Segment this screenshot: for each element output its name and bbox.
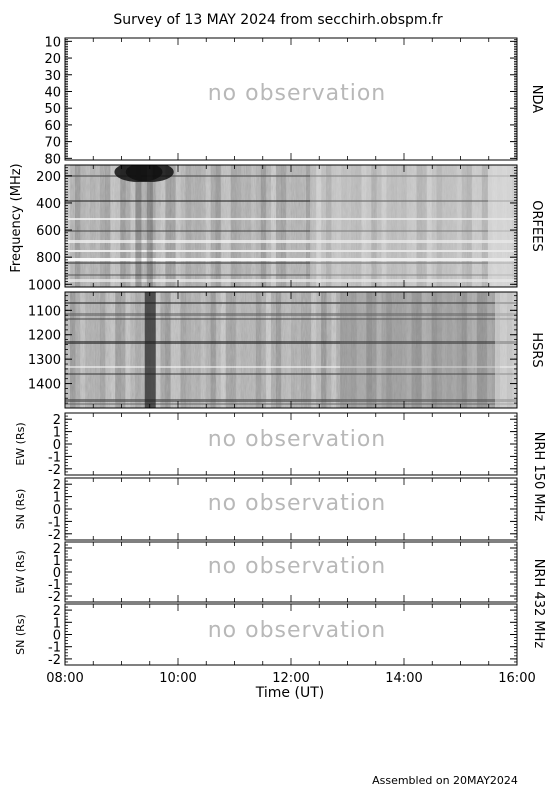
nrh150ew-ytick-label: -2 [48, 463, 61, 478]
xtick-label: 12:00 [272, 671, 309, 686]
nda-ytick-label: 70 [44, 136, 61, 151]
nrh432ew-ytick-label: 0 [53, 566, 61, 581]
hsrs-ytick-label: 1200 [28, 329, 61, 344]
xtick-label: 08:00 [46, 671, 83, 686]
hsrs-burst-column [144, 292, 156, 408]
nda-ytick-label: 30 [44, 69, 61, 84]
hsrs-ytick-label: 1400 [28, 378, 61, 393]
nda-no-observation: no observation [208, 81, 387, 106]
x-axis-label: Time (UT) [255, 685, 324, 701]
nrh432sn-ytick-label: 1 [53, 616, 61, 631]
nrh150ew-ylabel: EW (Rs) [14, 422, 27, 465]
orfees-burst-column [146, 165, 153, 287]
nrh150sn-ytick-label: 0 [53, 503, 61, 518]
nrh150sn-ytick-label: -1 [48, 515, 61, 530]
nda-ytick-label: 50 [44, 102, 61, 117]
footer-assembled: Assembled on 20MAY2024 [372, 774, 518, 787]
nrh-group-label: NRH 150 MHz [531, 432, 546, 522]
xtick-label: 10:00 [159, 671, 196, 686]
orfees-ytick-label: 1000 [28, 278, 61, 293]
chart-title: Survey of 13 MAY 2024 from secchirh.obsp… [113, 12, 443, 28]
xtick-label: 16:00 [498, 671, 535, 686]
nrh150ew-ytick-label: 1 [53, 426, 61, 441]
nrh432sn-ylabel: SN (Rs) [14, 614, 27, 655]
orfees-ytick-label: 800 [36, 251, 61, 266]
orfees-burst-mark [125, 165, 174, 182]
nda-ytick-label: 20 [44, 52, 61, 67]
frequency-axis-label: Frequency (MHz) [9, 163, 24, 272]
nrh432sn-ytick-label: 2 [53, 604, 61, 619]
nrh432ew-ylabel: EW (Rs) [14, 550, 27, 593]
orfees-ytick-label: 400 [36, 197, 61, 212]
nrh432ew-ytick-label: -2 [48, 590, 61, 605]
nrh150sn-ytick-label: -2 [48, 528, 61, 543]
nda-ytick-label: 60 [44, 119, 61, 134]
orfees-name-label: ORFEES [529, 200, 544, 251]
nrh432ew-ytick-label: -1 [48, 578, 61, 593]
nrh432ew-ytick-label: 1 [53, 554, 61, 569]
xtick-label: 14:00 [385, 671, 422, 686]
nda-ytick-label: 10 [44, 35, 61, 50]
nda-ytick-label: 40 [44, 85, 61, 100]
nrh432sn-ytick-label: 0 [53, 629, 61, 644]
nda-ytick-label: 80 [44, 152, 61, 167]
nrh150sn-ytick-label: 2 [53, 478, 61, 493]
hsrs-name-label: HSRS [529, 332, 544, 367]
orfees-burst-column [135, 165, 142, 287]
nrh150sn-no-observation: no observation [208, 491, 387, 516]
nrh432ew-no-observation: no observation [208, 554, 387, 579]
hsrs-ytick-label: 1300 [28, 353, 61, 368]
hsrs-ytick-label: 1100 [28, 304, 61, 319]
nrh150ew-ytick-label: -1 [48, 450, 61, 465]
nrh150ew-ytick-label: 2 [53, 413, 61, 428]
nrh150sn-ylabel: SN (Rs) [14, 489, 27, 530]
nrh-group-label: NRH 432 MHz [531, 559, 546, 649]
nrh432sn-ytick-label: -2 [48, 653, 61, 668]
orfees-ytick-label: 600 [36, 224, 61, 239]
nrh432sn-no-observation: no observation [208, 618, 387, 643]
orfees-spectrogram [65, 165, 517, 287]
nrh150ew-no-observation: no observation [208, 427, 387, 452]
nrh432sn-ytick-label: -1 [48, 641, 61, 656]
orfees-ytick-label: 200 [36, 170, 61, 185]
nrh150sn-ytick-label: 1 [53, 491, 61, 506]
hsrs-spectrogram [65, 292, 517, 408]
nda-name-label: NDA [529, 85, 544, 114]
nrh150ew-ytick-label: 0 [53, 438, 61, 453]
nrh432ew-ytick-label: 2 [53, 542, 61, 557]
